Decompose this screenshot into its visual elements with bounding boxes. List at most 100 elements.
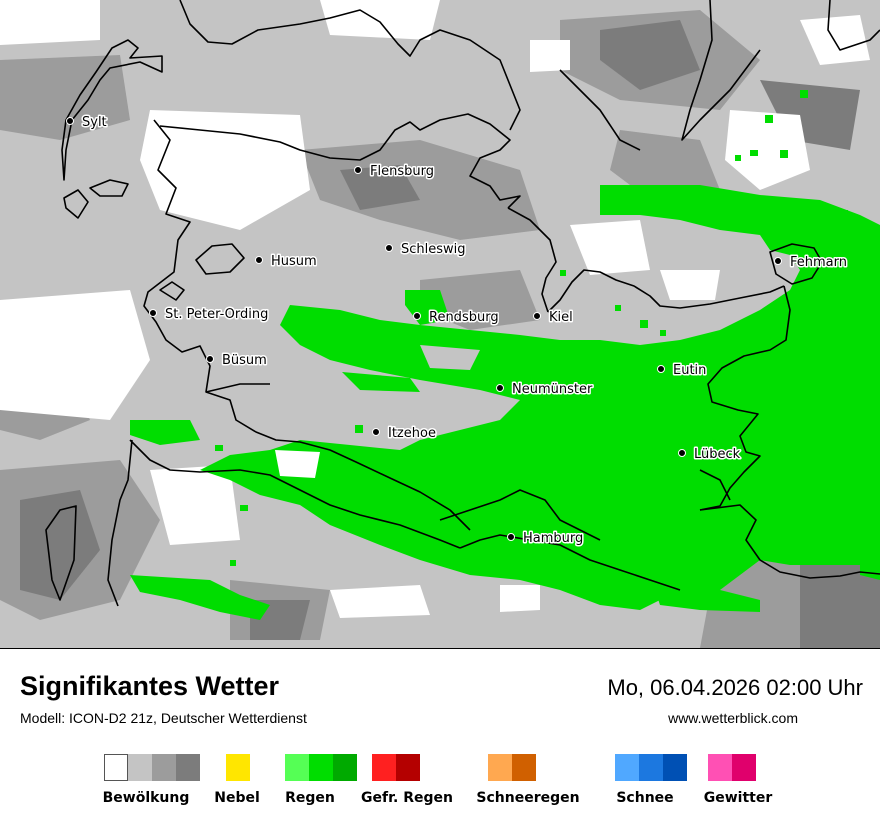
city-marker-icon	[533, 312, 541, 320]
city-label-halo: Hamburg	[523, 531, 583, 546]
legend-swatch	[128, 754, 152, 781]
map-footer: Signifikantes Wetter Modell: ICON-D2 21z…	[0, 649, 880, 830]
legend-item-regen: Regen	[285, 754, 357, 806]
legend-swatch	[333, 754, 357, 781]
city-label: Büsum	[222, 353, 267, 368]
city-marker-icon	[385, 244, 393, 252]
legend-swatches	[372, 754, 420, 781]
cloud-white-areas	[0, 0, 870, 618]
rain-gap-areas	[275, 240, 760, 478]
legend-swatch	[372, 754, 396, 781]
legend-swatch	[309, 754, 333, 781]
weather-map: Sylt Sylt Flensburg Flensburg Schleswig Schle…	[0, 0, 880, 649]
legend-item-gefr-regen: Gefr. Regen	[361, 754, 453, 806]
city-marker-icon	[66, 117, 74, 125]
city-marker-icon	[507, 533, 515, 541]
legend-swatch	[708, 754, 732, 781]
coastlines	[45, 0, 880, 607]
city-label-halo: St. Peter-Ording	[165, 307, 268, 322]
city-label: Schleswig	[401, 242, 466, 257]
city-marker-icon	[413, 312, 421, 320]
city-label: Rendsburg	[429, 310, 499, 325]
legend-swatch	[176, 754, 200, 781]
city-marker-icon	[372, 428, 380, 436]
legend-swatches	[615, 754, 687, 781]
legend-swatch	[615, 754, 639, 781]
city-label: Sylt	[82, 115, 107, 130]
city-marker-icon	[206, 355, 214, 363]
city-label: St. Peter-Ording	[165, 307, 268, 322]
legend-swatches	[285, 754, 357, 781]
legend-swatch	[104, 754, 128, 781]
city-label: Flensburg	[370, 164, 434, 179]
legend-swatches	[708, 754, 756, 781]
forecast-datetime: Mo, 06.04.2026 02:00 Uhr	[607, 675, 863, 700]
legend-swatch	[663, 754, 687, 781]
website-link[interactable]: www.wetterblick.com	[668, 710, 798, 726]
rain-areas	[130, 185, 880, 620]
city-marker-icon	[496, 384, 504, 392]
legend-swatch	[488, 754, 512, 781]
legend-swatches	[104, 754, 200, 781]
city-label-halo: Schleswig	[401, 242, 466, 257]
legend-swatch	[639, 754, 663, 781]
cloud-dark-areas	[20, 20, 880, 648]
legend-swatch	[152, 754, 176, 781]
city-label: Lübeck	[694, 447, 741, 462]
city-label-halo: Rendsburg	[429, 310, 499, 325]
legend-swatch	[732, 754, 756, 781]
legend-item-schnee: Schnee	[615, 754, 687, 806]
model-info: Modell: ICON-D2 21z, Deutscher Wetterdie…	[20, 710, 307, 726]
city-label: Itzehoe	[388, 426, 436, 441]
city-label: Eutin	[673, 363, 706, 378]
city-label: Kiel	[549, 310, 573, 325]
legend-label: Nebel	[214, 790, 260, 806]
city-marker-icon	[354, 166, 362, 174]
legend-label: Bewölkung	[102, 790, 190, 806]
legend-swatch	[512, 754, 536, 781]
legend-swatch	[285, 754, 309, 781]
city-label: Neumünster	[512, 382, 593, 397]
city-label-halo: Itzehoe	[388, 426, 436, 441]
legend-label: Regen	[285, 790, 335, 806]
city-label-halo: Eutin	[673, 363, 706, 378]
legend-item-schneeregen: Schneeregen	[476, 754, 580, 806]
legend-swatches	[226, 754, 250, 781]
legend-label: Schneeregen	[476, 790, 580, 806]
city-marker-icon	[255, 256, 263, 264]
city-marker-icon	[678, 449, 686, 457]
city-label: Husum	[271, 254, 317, 269]
city-label-halo: Flensburg	[370, 164, 434, 179]
city-label-halo: Neumünster	[512, 382, 593, 397]
legend-label: Schnee	[616, 790, 674, 806]
legend-label: Gefr. Regen	[361, 790, 453, 806]
rain-scattered-cells	[215, 90, 868, 566]
page-title: Signifikantes Wetter	[20, 671, 280, 701]
legend-item-bewölkung: Bewölkung	[103, 754, 200, 806]
city-label-halo: Sylt	[82, 115, 107, 130]
legend-item-gewitter: Gewitter	[704, 754, 772, 806]
city-label-halo: Husum	[271, 254, 317, 269]
city-marker-icon	[774, 257, 782, 265]
city-marker-icon	[149, 309, 157, 317]
legend-item-nebel: Nebel	[214, 754, 260, 806]
city-label-halo: Büsum	[222, 353, 267, 368]
legend-swatches	[488, 754, 536, 781]
legend: Bewölkung Nebel Regen Gefr. Regen Schneerege…	[0, 754, 880, 814]
city-label-halo: Kiel	[549, 310, 573, 325]
